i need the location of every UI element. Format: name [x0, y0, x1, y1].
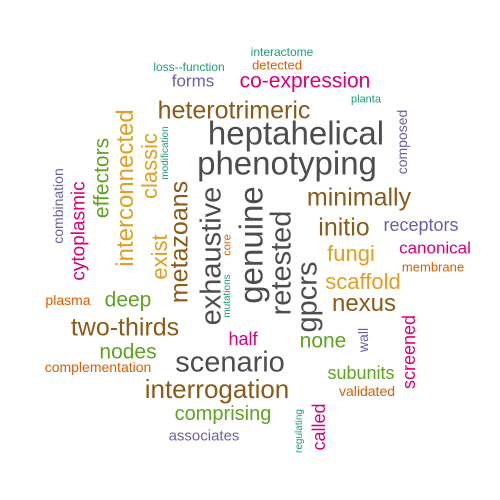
word-nodes: nodes: [99, 340, 157, 364]
word-wall: wall: [355, 327, 371, 353]
word-two-thirds: two-thirds: [70, 313, 180, 342]
word-initio: initio: [318, 213, 370, 242]
word-core: core: [221, 234, 234, 256]
word-gpcrs: gpcrs: [291, 261, 324, 333]
word-half: half: [228, 329, 258, 349]
word-planta: planta: [351, 93, 381, 106]
word-loss-function: loss--function: [153, 60, 225, 74]
word-interconnected: interconnected: [112, 109, 139, 267]
word-called: called: [309, 403, 329, 451]
word-canonical: canonical: [399, 238, 471, 258]
word-validated: validated: [338, 383, 396, 399]
word-screened: screened: [399, 314, 419, 390]
word-associates: associates: [168, 427, 240, 445]
word-none: none: [299, 329, 347, 353]
word-subunits: subunits: [327, 363, 395, 383]
word-interrogation: interrogation: [144, 374, 290, 404]
word-genuine: genuine: [232, 186, 270, 304]
word-deep: deep: [104, 288, 152, 312]
word-regulating: regulating: [294, 409, 305, 453]
word-modification: modification: [160, 126, 171, 180]
word-complementation: complementation: [44, 359, 152, 375]
word-nexus: nexus: [331, 290, 397, 317]
word-cytoplasmic: cytoplasmic: [68, 181, 90, 281]
word-effectors: effectors: [90, 137, 114, 219]
word-mutations: mutations: [222, 274, 233, 318]
word-phenotyping: phenotyping: [197, 144, 377, 182]
word-receptors: receptors: [383, 215, 459, 235]
word-co-expression: co-expression: [239, 69, 371, 93]
word-scaffold: scaffold: [325, 269, 401, 294]
word-interactome: interactome: [250, 45, 314, 59]
word-heptahelical: heptahelical: [207, 114, 385, 152]
word-heterotrimeric: heterotrimeric: [157, 96, 311, 125]
word-comprising: comprising: [174, 403, 272, 425]
word-composed: composed: [394, 109, 410, 175]
word-minimally: minimally: [306, 183, 412, 212]
word-combination: combination: [50, 168, 66, 244]
word-membrane: membrane: [401, 259, 465, 275]
word-fungi: fungi: [327, 241, 375, 266]
word-detected: detected: [252, 57, 302, 73]
word-exist: exist: [147, 234, 172, 280]
word-plasma: plasma: [45, 292, 91, 308]
word-forms: forms: [171, 71, 215, 91]
word-classic: classic: [137, 132, 162, 200]
word-scenario: scenario: [175, 346, 285, 379]
